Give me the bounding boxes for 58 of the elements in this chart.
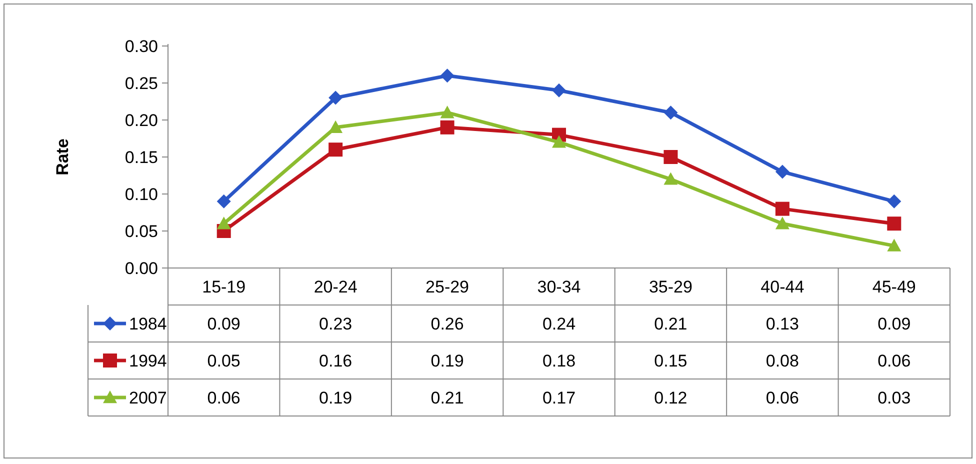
point <box>552 135 566 148</box>
point <box>664 106 678 120</box>
data-label: 0.12 <box>654 388 688 408</box>
x-tick-label: 15-19 <box>202 277 246 296</box>
data-label: 0.23 <box>319 314 352 334</box>
y-tick-label: 0.30 <box>124 36 158 56</box>
point <box>887 216 902 231</box>
data-label: 0.05 <box>207 351 240 370</box>
x-tick-label: 25-29 <box>426 277 470 296</box>
data-label: 0.16 <box>319 351 352 370</box>
data-label: 0.19 <box>319 388 352 408</box>
data-label: 0.26 <box>430 314 464 334</box>
data-label: 0.09 <box>207 314 240 334</box>
y-tick-label: 0.05 <box>124 222 158 241</box>
point <box>552 83 566 98</box>
legend-label: 1994 <box>129 351 167 370</box>
data-label: 0.03 <box>878 388 911 408</box>
data-label: 0.18 <box>542 351 576 370</box>
point <box>775 164 790 179</box>
point <box>328 90 343 105</box>
point <box>216 216 231 230</box>
data-label: 0.19 <box>430 351 464 370</box>
y-tick-label: 0.10 <box>124 184 158 204</box>
data-label: 0.21 <box>654 314 688 334</box>
legend-label: 2007 <box>129 388 167 408</box>
x-tick-label: 20-24 <box>314 277 358 296</box>
data-label: 0.24 <box>542 314 576 334</box>
point <box>664 172 678 185</box>
data-label: 0.06 <box>766 388 799 408</box>
point <box>775 216 790 230</box>
data-label: 0.09 <box>878 314 911 334</box>
y-tick-label: 0.25 <box>124 74 158 93</box>
x-tick-label: 35-29 <box>648 277 692 296</box>
point <box>887 194 902 208</box>
data-label: 0.17 <box>542 388 576 408</box>
y-axis-title: Rate <box>53 138 72 176</box>
point <box>887 238 902 252</box>
legend-label: 1984 <box>129 314 167 334</box>
point <box>775 202 790 216</box>
point <box>328 120 343 133</box>
point <box>664 150 678 164</box>
x-tick-label: 40-44 <box>760 277 804 296</box>
point <box>440 68 454 83</box>
point <box>440 106 454 118</box>
data-label: 0.13 <box>766 314 799 334</box>
data-label: 0.06 <box>207 388 240 408</box>
y-tick-label: 0.00 <box>124 258 158 278</box>
data-label: 0.08 <box>766 351 799 370</box>
point <box>440 120 454 134</box>
x-tick-label: 30-34 <box>537 277 581 296</box>
data-label: 0.15 <box>654 351 688 370</box>
data-label: 0.21 <box>430 388 464 408</box>
y-tick-label: 0.20 <box>124 110 158 130</box>
point <box>328 142 343 157</box>
x-tick-label: 45-49 <box>872 277 916 296</box>
y-tick-label: 0.15 <box>124 148 158 167</box>
data-label: 0.06 <box>878 351 911 370</box>
point <box>216 194 231 208</box>
